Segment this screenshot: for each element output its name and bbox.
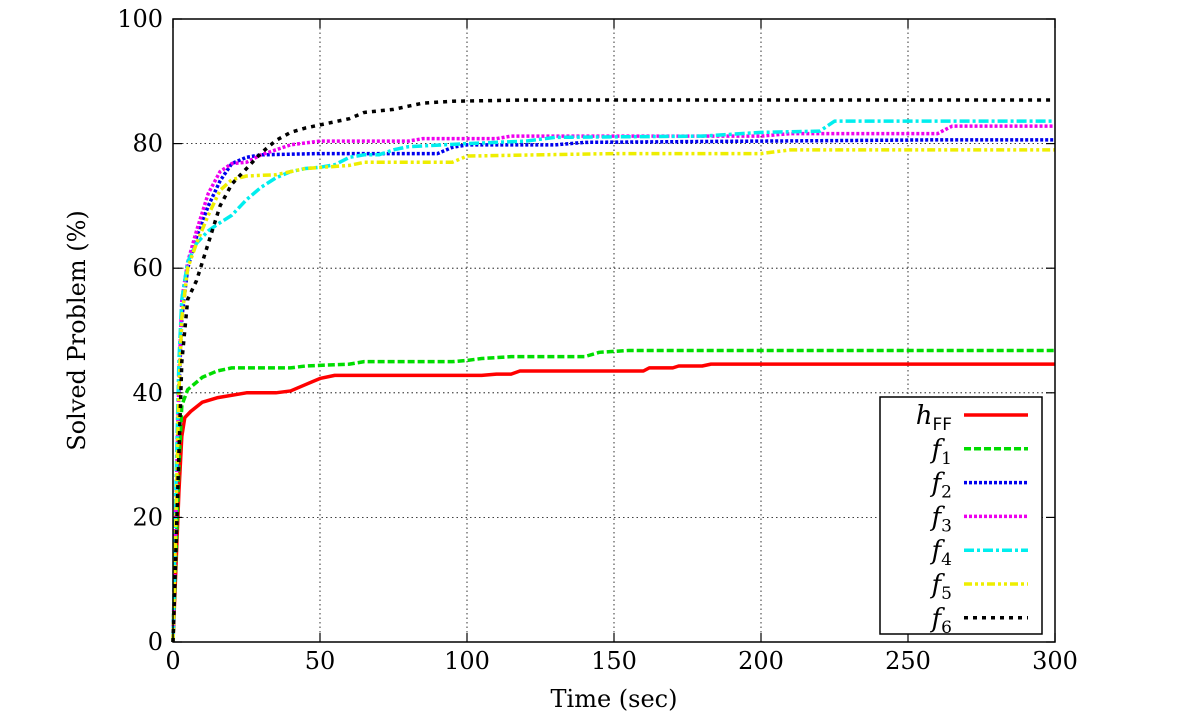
y-tick-label: 0 bbox=[148, 628, 163, 656]
legend-label-name: h bbox=[916, 401, 933, 431]
x-tick-label: 150 bbox=[591, 647, 637, 675]
series-line-6 bbox=[171, 148, 1055, 643]
series-layer bbox=[171, 98, 1055, 643]
legend-label-subscript: 3 bbox=[941, 516, 952, 536]
series-line-2 bbox=[171, 348, 1055, 643]
legend-label-subscript: 5 bbox=[941, 584, 952, 604]
y-tick-label: 80 bbox=[132, 130, 163, 158]
x-tick-label: 50 bbox=[305, 647, 336, 675]
y-tick-label: 40 bbox=[132, 379, 163, 407]
legend-label-subscript: 2 bbox=[941, 483, 952, 503]
x-tick-label: 100 bbox=[444, 647, 490, 675]
legend-label: hFF bbox=[916, 401, 952, 435]
legend-label-subscript: FF bbox=[932, 415, 952, 435]
series-line-1 bbox=[171, 362, 1055, 643]
series-line-7 bbox=[171, 98, 1055, 643]
x-tick-label: 250 bbox=[885, 647, 931, 675]
y-axis-label: Solved Problem (%) bbox=[63, 210, 91, 451]
x-tick-label: 300 bbox=[1032, 647, 1078, 675]
y-tick-label: 60 bbox=[132, 254, 163, 282]
legend-label-subscript: 4 bbox=[941, 550, 952, 570]
legend-label-subscript: 1 bbox=[941, 449, 952, 469]
y-tick-label: 100 bbox=[117, 5, 163, 33]
x-tick-label: 0 bbox=[165, 647, 180, 675]
y-tick-label: 20 bbox=[132, 503, 163, 531]
axis-ticks: 0 50 100 150 200 250 300 0 20 40 60 80 100 bbox=[117, 5, 1078, 675]
legend-label-subscript: 6 bbox=[941, 618, 952, 638]
x-axis-label: Time (sec) bbox=[551, 685, 678, 713]
legend-box bbox=[879, 396, 1043, 635]
x-tick-label: 200 bbox=[738, 647, 784, 675]
